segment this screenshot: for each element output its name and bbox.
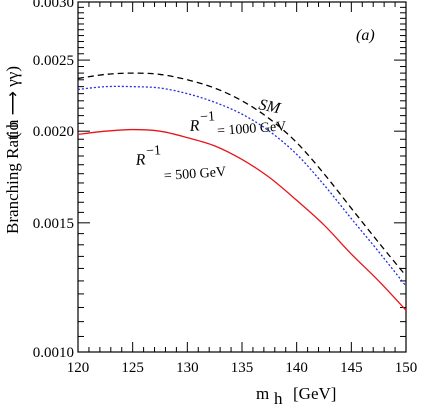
r1000-symbol: R xyxy=(188,117,200,135)
x-axis-unit: [GeV] xyxy=(293,384,336,403)
series-layer xyxy=(77,72,407,311)
r1000-value: = 1000 GeV xyxy=(217,119,287,139)
sm-label: SM xyxy=(257,96,283,117)
series-line-1 xyxy=(77,85,407,287)
y-tick-label: 0.0010 xyxy=(33,345,74,361)
series-line-2 xyxy=(77,128,407,311)
x-tick-label: 120 xyxy=(67,360,90,376)
r1000-exponent: −1 xyxy=(200,109,216,125)
x-axis-subscript: h xyxy=(274,389,283,408)
r500-value: = 500 GeV xyxy=(163,165,226,184)
y-tick-label: 0.0030 xyxy=(33,0,74,11)
y-tick-label: 0.0015 xyxy=(33,216,74,232)
axis-ticks xyxy=(77,1,407,353)
r500-symbol: R xyxy=(134,151,146,169)
tick-labels: 120 125 130 135 140 145 150 0.0010 0.0015 0.0020 0… xyxy=(33,0,418,376)
plot-frame xyxy=(77,1,407,353)
r500-exponent: −1 xyxy=(146,143,162,159)
panel-label: (a) xyxy=(356,27,375,44)
x-tick-label: 140 xyxy=(285,360,308,376)
r500-label: R −1 = 500 GeV xyxy=(134,143,226,184)
x-axis-label: m xyxy=(256,384,269,403)
y-axis-process: ( h ⟶ γγ) xyxy=(3,66,22,138)
x-tick-label: 145 xyxy=(340,360,363,376)
r1000-label: R −1 = 1000 GeV xyxy=(188,109,287,139)
x-tick-label: 130 xyxy=(176,360,199,376)
x-tick-label: 150 xyxy=(395,360,418,376)
y-tick-label: 0.0025 xyxy=(33,53,74,69)
y-axis-label: Branching Ratio xyxy=(3,122,22,234)
x-axis-title: m h [GeV] xyxy=(256,384,336,408)
x-tick-label: 135 xyxy=(231,360,254,376)
x-tick-label: 125 xyxy=(121,360,144,376)
y-tick-label: 0.0020 xyxy=(33,124,74,140)
series-line-0 xyxy=(77,72,407,277)
y-axis-title: Branching Ratio ( h ⟶ γγ) xyxy=(3,66,22,234)
